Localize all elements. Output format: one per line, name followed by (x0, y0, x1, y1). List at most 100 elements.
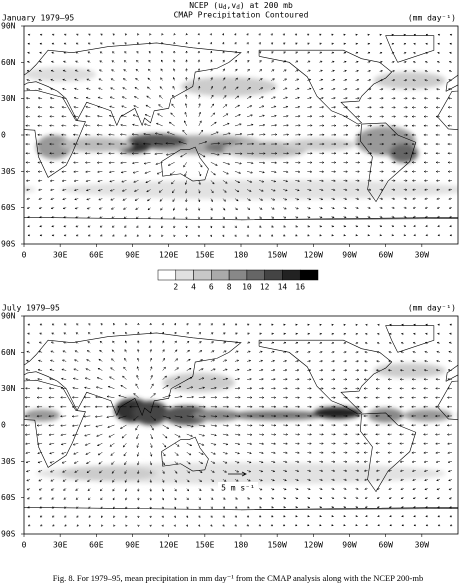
wind-vector (447, 460, 453, 464)
colorbar-label: 14 (278, 283, 288, 292)
wind-vector (38, 206, 43, 210)
wind-vector (271, 87, 276, 90)
wind-vector (157, 180, 163, 184)
wind-vector (271, 207, 275, 210)
wind-vector (403, 97, 408, 100)
wind-vector (99, 216, 103, 219)
wind-vector (295, 225, 299, 228)
wind-vector (258, 87, 264, 90)
wind-vector (198, 189, 201, 194)
wind-vector (391, 161, 397, 164)
lat-label: 0 (1, 421, 6, 430)
wind-vector (319, 433, 324, 436)
wind-vector (331, 97, 336, 100)
wind-vector (159, 86, 163, 90)
wind-vector (159, 198, 163, 202)
wind-vector (331, 33, 334, 36)
coastline (258, 49, 393, 125)
wind-vector (222, 396, 229, 399)
wind-vector (434, 414, 440, 418)
wind-vector (40, 524, 43, 527)
wind-vector (399, 469, 404, 472)
wind-vector (186, 386, 194, 389)
wind-vector (85, 105, 91, 109)
wind-vector (222, 497, 226, 500)
wind-vector (246, 96, 252, 99)
wind-vector (198, 111, 201, 117)
wind-vector (319, 469, 324, 472)
colorbar-swatch (264, 269, 283, 281)
wind-vector (209, 225, 213, 229)
wind-vector (184, 171, 187, 177)
wind-vector (125, 331, 128, 335)
wind-vector (355, 124, 361, 127)
wind-vector (210, 470, 215, 473)
wind-vector (413, 233, 416, 237)
wind-vector (50, 479, 55, 482)
wind-vector (210, 350, 215, 353)
wind-vector (185, 515, 189, 519)
wind-vector (283, 207, 287, 210)
wind-vector (61, 96, 67, 100)
wind-vector (364, 478, 368, 481)
precip-region (162, 405, 211, 425)
wind-vector (160, 59, 164, 63)
wind-vector (319, 115, 325, 118)
wind-vector (259, 123, 266, 127)
wind-vector (307, 487, 311, 491)
wind-vector (119, 152, 127, 155)
wind-vector (367, 42, 371, 46)
wind-vector (108, 433, 115, 438)
wind-vector (110, 367, 115, 371)
wind-vector (161, 32, 164, 36)
wind-vector (124, 470, 127, 475)
wind-vector (258, 524, 262, 527)
wind-vector (391, 188, 396, 191)
wind-vector (411, 152, 416, 155)
wind-vector (234, 350, 239, 353)
wind-vector (85, 96, 91, 100)
wind-vector (160, 68, 163, 72)
wind-vector (283, 323, 286, 326)
wind-vector (376, 360, 380, 363)
wind-vector (246, 368, 252, 372)
wind-vector (75, 216, 79, 219)
wind-vector (435, 378, 440, 381)
precip-region (228, 410, 326, 421)
wind-vector (271, 216, 275, 219)
wind-vector (198, 141, 208, 145)
wind-vector (437, 524, 441, 527)
wind-vector (355, 78, 360, 82)
wind-vector (411, 97, 416, 100)
wind-vector (36, 396, 43, 399)
wind-vector (146, 86, 151, 90)
wind-vector (210, 142, 221, 145)
wind-vector (379, 152, 385, 155)
wind-vector (307, 369, 312, 372)
wind-vector (184, 111, 187, 117)
wind-vector (283, 96, 288, 99)
wind-vector (210, 341, 215, 344)
wind-vector (271, 225, 274, 228)
wind-vector (307, 478, 312, 482)
wind-vector (343, 442, 348, 445)
wind-vector (222, 122, 230, 127)
reference-label: 5 m s⁻¹ (221, 484, 255, 493)
wind-vector (307, 433, 313, 436)
wind-vector (331, 442, 336, 445)
wind-vector (86, 350, 91, 353)
wind-vector (271, 368, 276, 372)
wind-vector (117, 415, 127, 419)
wind-vector (110, 207, 115, 210)
lon-label: 120E (159, 251, 178, 260)
wind-vector (134, 198, 139, 201)
lon-label: 120E (159, 541, 178, 550)
wind-vector (307, 225, 311, 228)
wind-vector (319, 124, 325, 127)
wind-vector (62, 350, 67, 353)
wind-vector (424, 51, 428, 55)
wind-vector (198, 506, 201, 509)
coastline (24, 42, 242, 127)
wind-vector (222, 50, 225, 54)
wind-vector (399, 460, 404, 463)
